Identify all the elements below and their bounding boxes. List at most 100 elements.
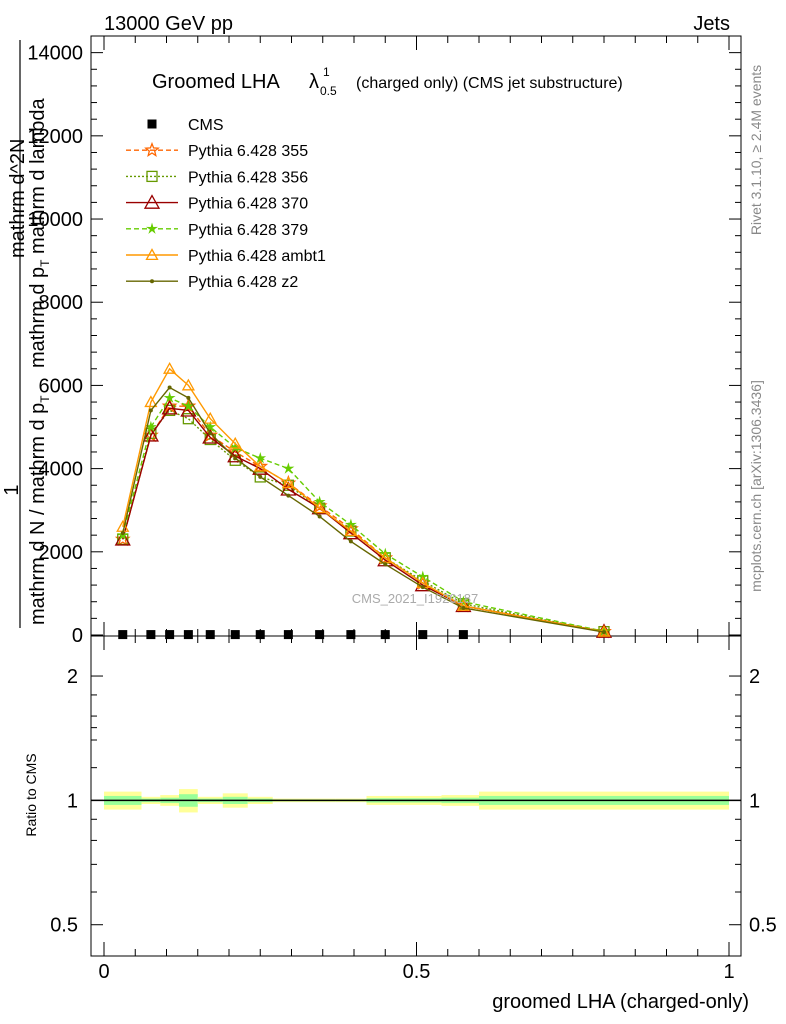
legend-entry-ambt1: Pythia 6.428 ambt1 [126, 248, 326, 265]
series-point-ambt1 [281, 476, 295, 489]
ratio-axis-ticks: 0.5 0.5 1 1 2 2 0 0.5 1 [50, 636, 777, 983]
legend-entry-z2: Pythia 6.428 z2 [126, 274, 298, 291]
legend-label: Pythia 6.428 z2 [188, 274, 298, 291]
series-point-z2 [383, 562, 388, 567]
series-line-z2 [122, 386, 605, 633]
cms-point [283, 630, 293, 640]
series-point-ambt1 [203, 411, 217, 424]
series-z2 [120, 385, 606, 635]
main-ytick-label: 4000 [39, 459, 84, 481]
legend-label: Pythia 6.428 ambt1 [188, 248, 326, 265]
rivet-label: Rivet 3.1.10, ≥ 2.4M events [748, 65, 764, 235]
series-point-z2 [233, 456, 238, 461]
ylabel-den-part: mathrm d pT mathrm d lambda [27, 97, 52, 368]
series-point-p356 [182, 413, 195, 425]
xlabel: groomed LHA (charged-only) [492, 991, 749, 1013]
series-point-z2 [148, 408, 153, 413]
mcplots-label: mcplots.cern.ch [arXiv:1306.3436] [748, 380, 764, 592]
series-point-z2 [420, 585, 425, 590]
main-axis-ticks: 0 2000 4000 6000 8000 10000 12000 14000 [27, 36, 741, 647]
series-point-z2 [317, 514, 322, 519]
series-point-p379 [163, 391, 176, 403]
legend-marker [143, 194, 161, 209]
legend-label: Pythia 6.428 356 [188, 169, 308, 186]
analysis-watermark: CMS_2021_I1920187 [352, 591, 479, 606]
cms-point [315, 630, 325, 640]
series-point-z2 [167, 385, 172, 390]
series-point-p356 [254, 471, 266, 483]
title-sub: 0.5 [320, 84, 337, 98]
series-point-p379 [182, 399, 195, 412]
ratio-bands [91, 789, 741, 813]
cms-point [205, 630, 215, 640]
xtick-label: 0 [98, 961, 109, 983]
legend-label: Pythia 6.428 370 [188, 196, 308, 213]
series-line-p379 [122, 397, 605, 632]
main-ytick-label: 8000 [39, 292, 84, 314]
cms-point [146, 630, 156, 640]
legend-entry-p370: Pythia 6.428 370 [126, 194, 308, 213]
series-point-z2 [602, 630, 606, 635]
series-point-z2 [286, 493, 291, 498]
ylabel-numerator: mathrm d^2N [7, 139, 29, 258]
series-point-p379 [282, 462, 295, 474]
main-ytick-label: 0 [72, 625, 83, 647]
legend-entry-p379: Pythia 6.428 379 [126, 222, 308, 239]
xtick-label: 0.5 [403, 961, 431, 983]
header-energy: 13000 GeV pp [104, 13, 233, 35]
xtick-label: 1 [723, 961, 734, 983]
legend: CMS Pythia 6.428 355 Pythia 6.428 356 Pythi… [126, 117, 326, 291]
ylabel-denominator: mathrm d N / mathrm d pT [27, 395, 52, 625]
legend-marker [147, 119, 157, 129]
cms-point [458, 630, 468, 640]
main-ytick-label: 6000 [39, 375, 84, 397]
series-point-p370 [455, 597, 472, 613]
series-line-p370 [122, 407, 605, 633]
series-point-p370 [114, 530, 131, 546]
series-point-ambt1 [344, 524, 358, 537]
series-point-ambt1 [181, 378, 195, 391]
legend-marker [150, 279, 154, 284]
series-point-p370 [142, 426, 159, 442]
cms-point [380, 630, 390, 640]
cms-data-layer [118, 630, 468, 640]
cms-point [230, 630, 240, 640]
cms-point [118, 630, 128, 640]
legend-entry-p355: Pythia 6.428 355 [126, 141, 308, 160]
series-point-z2 [461, 605, 466, 610]
ratio-ytick-label-right: 0.5 [749, 915, 777, 937]
series-point-z2 [348, 539, 353, 544]
title-rest: (charged only) (CMS jet substructure) [356, 75, 623, 92]
title-symbol: λ [309, 71, 319, 93]
main-ytick-label: 14000 [27, 43, 83, 65]
series-point-z2 [258, 474, 263, 479]
series-point-ambt1 [313, 501, 327, 514]
ratio-ytick-label-right: 1 [749, 790, 760, 812]
cms-point [346, 630, 356, 640]
cms-point [418, 630, 428, 640]
header-process: Jets [693, 13, 730, 35]
legend-marker [145, 222, 159, 234]
cms-point [255, 630, 265, 640]
legend-label: Pythia 6.428 355 [188, 143, 308, 160]
cms-point [165, 630, 175, 640]
series-point-ambt1 [163, 361, 177, 374]
legend-marker [144, 141, 160, 157]
series-point-z2 [120, 531, 125, 536]
series-line-ambt1 [122, 367, 605, 633]
ratio-ytick-label: 1 [67, 790, 78, 812]
main-ytick-label: 12000 [27, 126, 83, 148]
chart-title: Groomed LHA λ 1 0.5 (charged only) (CMS … [152, 65, 623, 98]
ratio-ytick-label: 0.5 [50, 915, 78, 937]
ratio-ytick-label-right: 2 [749, 666, 760, 688]
legend-entry-p356: Pythia 6.428 356 [126, 169, 308, 186]
series-point-ambt1 [228, 436, 242, 449]
series-point-p379 [204, 420, 217, 433]
ratio-ytick-label: 2 [67, 666, 78, 688]
main-ylabel: 1 mathrm d N / mathrm d pT mathrm d pT m… [1, 40, 52, 628]
series-point-ambt1 [144, 395, 158, 408]
legend-marker [146, 170, 158, 183]
ratio-ylabel: Ratio to CMS [23, 753, 39, 836]
main-ytick-label: 10000 [27, 209, 83, 231]
